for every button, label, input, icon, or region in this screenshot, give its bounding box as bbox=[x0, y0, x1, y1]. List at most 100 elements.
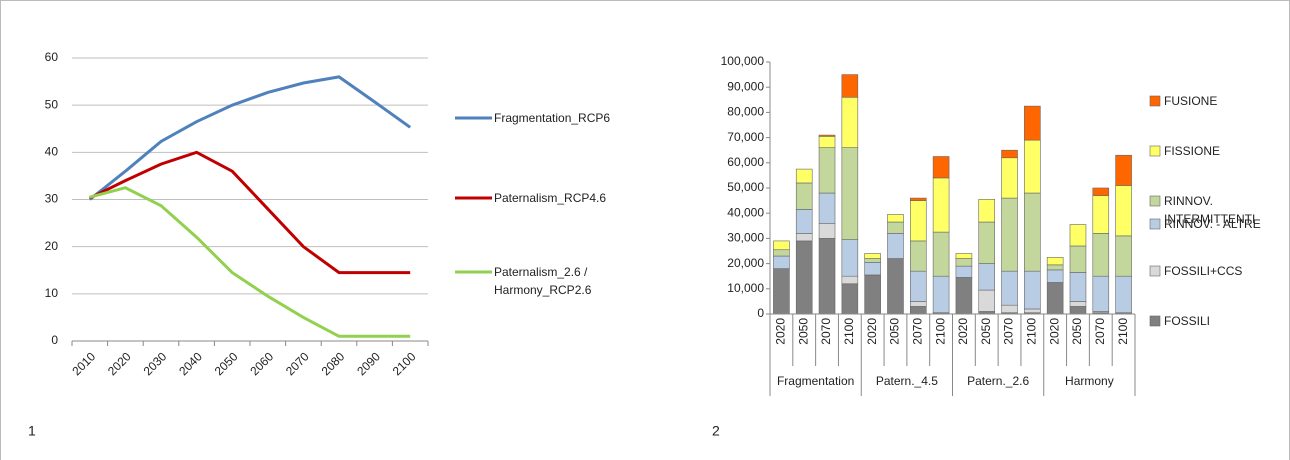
bar-segment bbox=[864, 258, 881, 263]
bar-segment bbox=[1001, 197, 1018, 272]
x-tick-label: 2100 bbox=[842, 318, 856, 345]
bar-segment bbox=[1046, 282, 1064, 315]
bar-segment bbox=[795, 182, 813, 210]
bar-segment bbox=[1046, 269, 1064, 283]
bar-segment bbox=[887, 221, 904, 234]
bar-segment bbox=[864, 253, 881, 259]
x-tick-label: 2020 bbox=[105, 349, 134, 378]
bar-segment bbox=[1069, 272, 1087, 302]
bar-segment bbox=[1001, 304, 1018, 314]
y-tick-label: 80,000 bbox=[727, 105, 764, 119]
bar-segment bbox=[773, 249, 790, 257]
bar-segment bbox=[773, 268, 790, 315]
x-tick-label: 2070 bbox=[819, 318, 833, 345]
group-label: Patern._2.6 bbox=[967, 374, 1029, 388]
bar-segment bbox=[795, 168, 813, 184]
bar-segment bbox=[841, 239, 859, 277]
bar-segment bbox=[1024, 270, 1041, 310]
bar-segment bbox=[841, 147, 859, 240]
bar-segment bbox=[932, 275, 950, 314]
bar-segment bbox=[955, 258, 973, 267]
y-tick-label: 90,000 bbox=[727, 79, 764, 93]
y-tick-label: 70,000 bbox=[727, 130, 764, 144]
bar-segment bbox=[795, 209, 813, 234]
x-tick-label: 2100 bbox=[1116, 318, 1130, 345]
y-tick-label: 100,000 bbox=[721, 54, 765, 68]
y-tick-label: 60,000 bbox=[727, 155, 764, 169]
bar-segment bbox=[955, 265, 973, 278]
x-tick-label: 2020 bbox=[956, 318, 970, 345]
bar-segment bbox=[887, 258, 904, 315]
x-tick-label: 2050 bbox=[1070, 318, 1084, 345]
y-tick-label: 0 bbox=[757, 306, 764, 320]
bar-segment bbox=[887, 214, 904, 223]
x-tick-label: 2100 bbox=[1025, 318, 1039, 345]
y-tick-label: 50,000 bbox=[727, 180, 764, 194]
bar-segment bbox=[1001, 157, 1018, 199]
bar-segment bbox=[932, 156, 950, 179]
x-tick-label: 2010 bbox=[69, 349, 98, 378]
bar-segment bbox=[1069, 306, 1087, 315]
bar-segment bbox=[1024, 105, 1041, 141]
y-tick-label: 60 bbox=[45, 50, 59, 64]
x-tick-label: 2100 bbox=[390, 349, 419, 378]
bar-segment bbox=[1024, 139, 1041, 194]
legend-label: RINNOV. INTERMITTENTI bbox=[1164, 194, 1256, 226]
legend-label: FOSSILI+CCS bbox=[1164, 264, 1243, 278]
y-tick-label: 20 bbox=[45, 239, 59, 253]
bar-segment bbox=[818, 238, 836, 315]
bar-segment bbox=[1115, 235, 1132, 277]
bar-segment bbox=[1092, 233, 1110, 277]
bar-segment bbox=[795, 240, 813, 315]
bar-segment bbox=[1069, 245, 1087, 273]
legend-label: Paternalism_RCP4.6 bbox=[494, 191, 607, 205]
x-tick-label: 2100 bbox=[933, 318, 947, 345]
group-label: Patern._4.5 bbox=[876, 374, 938, 388]
x-tick-label: 2040 bbox=[176, 349, 205, 378]
bar-segment bbox=[909, 306, 927, 315]
x-tick-label: 2050 bbox=[979, 318, 993, 345]
bar-segment bbox=[932, 177, 950, 233]
bar-segment bbox=[1024, 192, 1041, 272]
bar-segment bbox=[1115, 185, 1132, 237]
bar-segment bbox=[864, 262, 881, 276]
bar-segment bbox=[1024, 308, 1041, 314]
legend-label: Fragmentation_RCP6 bbox=[494, 111, 611, 125]
bar-segment bbox=[1092, 275, 1110, 312]
bar-segment bbox=[909, 240, 927, 272]
legend-swatch bbox=[1149, 145, 1161, 157]
bar-segment bbox=[909, 270, 927, 302]
bar-segment bbox=[955, 277, 973, 315]
legend-label: FUSIONE bbox=[1164, 94, 1218, 108]
legend-label: FOSSILI bbox=[1164, 314, 1211, 328]
x-tick-label: 2050 bbox=[796, 318, 810, 345]
legend-swatch bbox=[1149, 265, 1161, 277]
y-tick-label: 0 bbox=[51, 333, 58, 347]
bar-segment bbox=[864, 274, 881, 315]
bar-segment bbox=[818, 136, 836, 148]
x-tick-label: 2080 bbox=[319, 349, 348, 378]
y-tick-label: 40 bbox=[45, 145, 59, 159]
y-tick-label: 50 bbox=[45, 97, 59, 111]
bar-segment bbox=[978, 263, 996, 291]
group-label: Harmony bbox=[1065, 374, 1114, 388]
bar-segment bbox=[955, 253, 973, 259]
bar-segment bbox=[818, 147, 836, 194]
panel-label: 1 bbox=[28, 423, 36, 439]
panel-label: 2 bbox=[712, 423, 720, 439]
x-tick-label: 2020 bbox=[774, 318, 788, 345]
bar-segment bbox=[1115, 154, 1132, 186]
bar-segment bbox=[887, 233, 904, 259]
y-tick-label: 30 bbox=[45, 192, 59, 206]
bar-segment bbox=[1115, 275, 1132, 314]
x-tick-label: 2020 bbox=[865, 318, 879, 345]
y-tick-label: 10 bbox=[45, 286, 59, 300]
legend-label: Paternalism_2.6 / Harmony_RCP2.6 bbox=[494, 265, 592, 297]
bar-segment bbox=[932, 231, 950, 277]
data-line bbox=[89, 186, 411, 338]
bar-segment bbox=[978, 221, 996, 264]
bar-segment bbox=[818, 222, 836, 239]
x-tick-label: 2070 bbox=[910, 318, 924, 345]
x-tick-label: 2030 bbox=[141, 349, 170, 378]
